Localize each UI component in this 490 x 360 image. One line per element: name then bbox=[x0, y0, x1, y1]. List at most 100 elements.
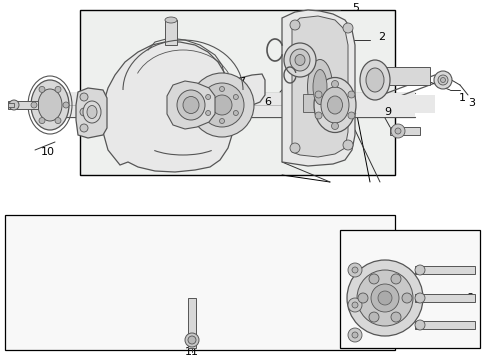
Circle shape bbox=[343, 140, 353, 150]
Circle shape bbox=[39, 86, 45, 93]
Bar bbox=[8, 103, 14, 107]
Circle shape bbox=[352, 302, 358, 308]
Ellipse shape bbox=[31, 80, 69, 130]
Ellipse shape bbox=[185, 333, 199, 347]
Circle shape bbox=[369, 312, 379, 322]
Circle shape bbox=[63, 102, 69, 108]
Circle shape bbox=[348, 328, 362, 342]
Circle shape bbox=[200, 83, 244, 127]
Bar bbox=[415, 321, 475, 329]
Text: 7: 7 bbox=[239, 77, 245, 87]
Circle shape bbox=[332, 81, 339, 87]
Bar bbox=[188, 298, 196, 348]
Circle shape bbox=[332, 122, 339, 130]
Ellipse shape bbox=[314, 77, 356, 132]
Circle shape bbox=[220, 118, 224, 123]
Bar bbox=[80, 10, 395, 175]
Circle shape bbox=[206, 111, 211, 116]
Circle shape bbox=[395, 128, 401, 134]
Circle shape bbox=[39, 118, 45, 123]
Circle shape bbox=[31, 102, 37, 108]
Circle shape bbox=[348, 298, 362, 312]
Ellipse shape bbox=[183, 96, 199, 113]
Circle shape bbox=[80, 124, 88, 132]
Circle shape bbox=[315, 91, 322, 98]
Ellipse shape bbox=[415, 265, 425, 275]
Bar bbox=[385, 67, 430, 85]
Circle shape bbox=[343, 23, 353, 33]
Circle shape bbox=[348, 263, 362, 277]
Circle shape bbox=[190, 73, 254, 137]
Text: 11: 11 bbox=[185, 347, 199, 357]
Ellipse shape bbox=[321, 87, 349, 123]
Circle shape bbox=[352, 332, 358, 338]
Text: 3: 3 bbox=[468, 98, 475, 108]
Ellipse shape bbox=[165, 17, 177, 23]
Circle shape bbox=[212, 95, 232, 115]
Ellipse shape bbox=[313, 69, 327, 104]
Polygon shape bbox=[282, 10, 355, 166]
Circle shape bbox=[290, 20, 300, 30]
Circle shape bbox=[378, 291, 392, 305]
Circle shape bbox=[352, 267, 358, 273]
Circle shape bbox=[369, 274, 379, 284]
Text: 4: 4 bbox=[76, 95, 84, 105]
Bar bbox=[415, 266, 475, 274]
Ellipse shape bbox=[9, 100, 19, 110]
Circle shape bbox=[391, 124, 405, 138]
Circle shape bbox=[358, 293, 368, 303]
Bar bbox=[355, 95, 435, 113]
Polygon shape bbox=[103, 42, 265, 172]
Circle shape bbox=[290, 143, 300, 153]
Ellipse shape bbox=[188, 336, 196, 344]
Bar bbox=[5, 215, 395, 350]
Circle shape bbox=[233, 94, 238, 99]
Ellipse shape bbox=[415, 320, 425, 330]
Ellipse shape bbox=[366, 68, 384, 92]
Bar bbox=[415, 294, 475, 302]
Ellipse shape bbox=[87, 105, 97, 118]
Ellipse shape bbox=[177, 90, 205, 120]
Bar bbox=[390, 127, 420, 135]
Circle shape bbox=[233, 111, 238, 116]
Circle shape bbox=[55, 118, 61, 123]
Circle shape bbox=[371, 284, 399, 312]
Ellipse shape bbox=[295, 54, 305, 66]
Ellipse shape bbox=[434, 71, 452, 89]
Circle shape bbox=[80, 93, 88, 101]
Circle shape bbox=[348, 112, 355, 119]
Circle shape bbox=[315, 112, 322, 119]
Circle shape bbox=[80, 108, 88, 116]
Circle shape bbox=[357, 270, 413, 326]
Ellipse shape bbox=[290, 49, 310, 71]
Text: 2: 2 bbox=[378, 32, 386, 42]
Ellipse shape bbox=[284, 43, 316, 77]
Circle shape bbox=[347, 260, 423, 336]
Text: 1: 1 bbox=[459, 93, 466, 103]
Ellipse shape bbox=[308, 59, 333, 114]
Ellipse shape bbox=[360, 60, 390, 100]
Text: 5: 5 bbox=[352, 3, 360, 13]
Circle shape bbox=[55, 86, 61, 93]
Circle shape bbox=[206, 94, 211, 99]
Polygon shape bbox=[167, 81, 215, 129]
Ellipse shape bbox=[83, 101, 101, 123]
Ellipse shape bbox=[438, 75, 448, 85]
Ellipse shape bbox=[441, 77, 445, 82]
Circle shape bbox=[402, 293, 412, 303]
Polygon shape bbox=[292, 16, 348, 157]
Ellipse shape bbox=[327, 96, 343, 114]
Polygon shape bbox=[76, 88, 107, 138]
Ellipse shape bbox=[38, 89, 62, 121]
Ellipse shape bbox=[415, 293, 425, 303]
Text: 6: 6 bbox=[265, 97, 271, 107]
Bar bbox=[165, 20, 177, 45]
Bar bbox=[40, 93, 415, 117]
Text: 8: 8 bbox=[466, 293, 473, 303]
Bar bbox=[340, 230, 480, 348]
Circle shape bbox=[391, 312, 401, 322]
Circle shape bbox=[391, 274, 401, 284]
Circle shape bbox=[220, 86, 224, 91]
Text: 10: 10 bbox=[41, 147, 55, 157]
Bar bbox=[8, 101, 38, 109]
